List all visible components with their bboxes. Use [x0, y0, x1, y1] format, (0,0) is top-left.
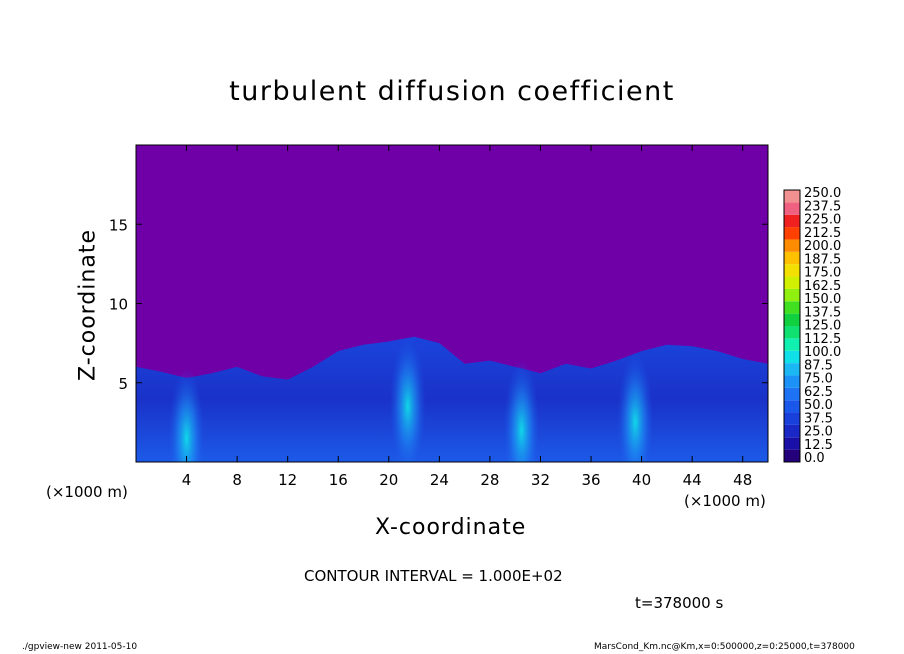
colorbar-swatch	[784, 313, 800, 326]
x-tick-label: 28	[480, 471, 499, 489]
colorbar-label: 25.0	[804, 425, 833, 440]
x-tick-label: 40	[632, 471, 651, 489]
colorbar-swatch	[784, 437, 800, 450]
colorbar-label: 112.5	[804, 332, 841, 347]
x-tick-label: 12	[278, 471, 297, 489]
colorbar-label: 162.5	[804, 279, 841, 294]
colorbar-label: 100.0	[804, 345, 841, 360]
bright-plumes	[168, 336, 654, 462]
colorbar-label: 12.5	[804, 438, 833, 453]
colorbar-swatch	[784, 276, 800, 289]
x-tick-label: 32	[531, 471, 550, 489]
colorbar-swatch	[784, 449, 800, 462]
colorbar-swatch	[784, 424, 800, 438]
colorbar-swatch	[784, 190, 800, 203]
plume-0	[168, 368, 205, 462]
time-label: t=378000 s	[635, 594, 724, 612]
x-tick-label: 48	[733, 471, 752, 489]
footer-source: MarsCond_Km.nc@Km,x=0:500000,z=0:25000,t…	[594, 642, 855, 652]
x-tick-label: 8	[232, 471, 242, 489]
colorbar-label: 175.0	[804, 266, 841, 281]
colorbar-label: 0.0	[804, 451, 825, 466]
colorbar-label: 200.0	[804, 239, 841, 254]
colorbar-swatch	[784, 326, 800, 339]
colorbar-label: 62.5	[804, 385, 833, 400]
colorbar-label: 50.0	[804, 398, 833, 413]
colorbar-label: 250.0	[804, 186, 841, 201]
colorbar-swatch	[784, 202, 800, 215]
y-tick-label: 15	[109, 216, 128, 234]
y-tick-label: 10	[109, 296, 128, 314]
colorbar-swatch	[784, 288, 800, 302]
x-tick-label: 24	[430, 471, 449, 489]
x-tick-label: 36	[581, 471, 600, 489]
y-tick-label: 5	[118, 375, 128, 393]
contour-interval: CONTOUR INTERVAL = 1.000E+02	[304, 567, 563, 585]
x-axis-unit: (×1000 m)	[684, 492, 766, 510]
colorbar-label: 212.5	[804, 226, 841, 241]
x-tick-label: 44	[683, 471, 702, 489]
plume-2	[617, 352, 654, 462]
turbulent-layer	[136, 336, 768, 462]
colorbar-label: 87.5	[804, 358, 833, 373]
colorbar-swatch	[784, 214, 800, 228]
plume-3	[503, 360, 540, 462]
chart-title: turbulent diffusion coefficient	[229, 76, 675, 107]
x-axis: 4 8 12 16 20 24 28 32 36 40 44 48	[182, 145, 752, 489]
colorbar-swatch	[784, 350, 800, 364]
colorbar-label: 150.0	[804, 292, 841, 307]
x-axis-label: X-coordinate	[375, 515, 527, 540]
colorbar-label: 237.5	[804, 199, 841, 214]
colorbar-swatch	[784, 239, 800, 252]
colorbar-swatch	[784, 363, 800, 376]
colorbar-label: 225.0	[804, 213, 841, 228]
colorbar-label: 75.0	[804, 372, 833, 387]
colorbar-swatch	[784, 264, 800, 277]
y-axis-label: Z-coordinate	[75, 229, 101, 381]
colorbar-swatch	[784, 387, 800, 401]
y-axis-unit: (×1000 m)	[46, 483, 128, 501]
colorbar: 0.012.525.037.550.062.575.087.5100.0112.…	[783, 186, 841, 466]
x-tick-label: 16	[329, 471, 348, 489]
colorbar-label: 37.5	[804, 411, 833, 426]
colorbar-swatch	[784, 251, 800, 265]
colorbar-swatch	[784, 375, 800, 388]
plume-1	[389, 336, 426, 462]
footer-program: ./gpview-new 2011-05-10	[22, 642, 138, 652]
colorbar-label: 137.5	[804, 305, 841, 320]
colorbar-label: 125.0	[804, 319, 841, 334]
colorbar-swatch	[784, 301, 800, 314]
colorbar-swatch	[784, 412, 800, 425]
colorbar-swatch	[784, 227, 800, 240]
colorbar-swatch	[784, 400, 800, 413]
colorbar-swatch	[784, 338, 800, 351]
colorbar-frame	[783, 189, 801, 463]
x-tick-label: 20	[379, 471, 398, 489]
colorbar-label: 187.5	[804, 252, 841, 267]
y-axis: 5 10 15	[109, 216, 768, 393]
x-tick-label: 4	[182, 471, 192, 489]
